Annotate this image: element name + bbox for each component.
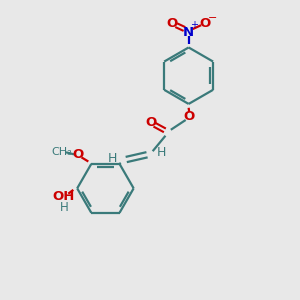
Text: O: O xyxy=(72,148,83,161)
Text: +: + xyxy=(190,20,198,31)
Text: H: H xyxy=(107,152,117,165)
Text: N: N xyxy=(183,26,194,38)
Text: CH₃: CH₃ xyxy=(51,147,72,157)
Text: O: O xyxy=(200,17,211,30)
Text: O: O xyxy=(145,116,156,129)
Text: OH: OH xyxy=(52,190,75,203)
Text: O: O xyxy=(184,110,195,123)
Text: H: H xyxy=(60,202,69,214)
Text: O: O xyxy=(167,17,178,30)
Text: −: − xyxy=(207,13,217,23)
Text: H: H xyxy=(157,146,166,159)
